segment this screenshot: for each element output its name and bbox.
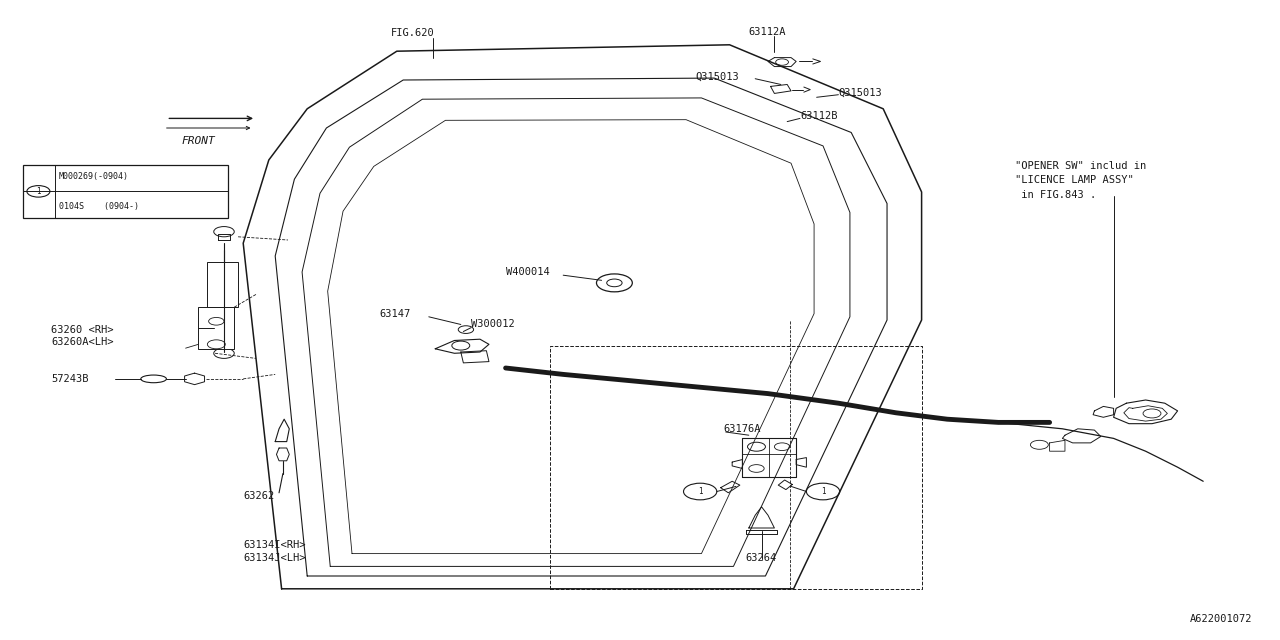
Text: 1: 1	[698, 487, 703, 496]
Text: "LICENCE LAMP ASSY": "LICENCE LAMP ASSY"	[1015, 175, 1134, 186]
Text: 63264: 63264	[745, 553, 776, 563]
Text: A622001072: A622001072	[1189, 614, 1252, 624]
Text: 1: 1	[820, 487, 826, 496]
Text: 63134J<LH>: 63134J<LH>	[243, 553, 306, 563]
Text: 57243B: 57243B	[51, 374, 88, 384]
Text: 1: 1	[36, 187, 41, 196]
Text: 63112B: 63112B	[800, 111, 837, 122]
Text: 63260A<LH>: 63260A<LH>	[51, 337, 114, 348]
FancyBboxPatch shape	[23, 165, 228, 218]
Text: "OPENER SW" includ in: "OPENER SW" includ in	[1015, 161, 1147, 172]
Text: W400014: W400014	[506, 267, 549, 277]
Text: 63147: 63147	[379, 308, 410, 319]
Text: in FIG.843 .: in FIG.843 .	[1015, 189, 1096, 200]
Text: 63262: 63262	[243, 491, 274, 501]
Text: Q315013: Q315013	[695, 72, 739, 82]
Text: 63260 <RH>: 63260 <RH>	[51, 324, 114, 335]
Bar	[207, 262, 238, 307]
Text: W300012: W300012	[471, 319, 515, 330]
Text: FIG.620: FIG.620	[390, 28, 434, 38]
Text: Q315013: Q315013	[838, 88, 882, 98]
Text: 0104S    (0904-): 0104S (0904-)	[59, 202, 138, 211]
Text: 63176A: 63176A	[723, 424, 760, 434]
Text: FRONT: FRONT	[182, 136, 215, 146]
Text: 63112A: 63112A	[749, 27, 786, 37]
Text: M000269(-0904): M000269(-0904)	[59, 172, 129, 180]
Text: 63134I<RH>: 63134I<RH>	[243, 540, 306, 550]
FancyBboxPatch shape	[198, 307, 234, 349]
